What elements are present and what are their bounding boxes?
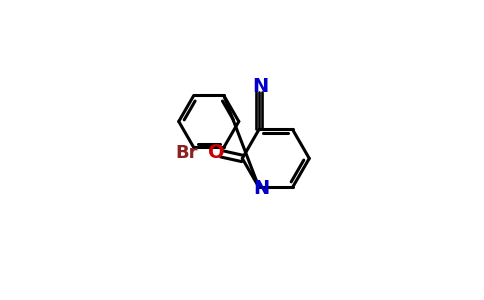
Text: N: N <box>254 179 270 198</box>
Text: Br: Br <box>176 144 198 162</box>
Text: N: N <box>252 77 268 96</box>
Text: O: O <box>208 143 225 162</box>
